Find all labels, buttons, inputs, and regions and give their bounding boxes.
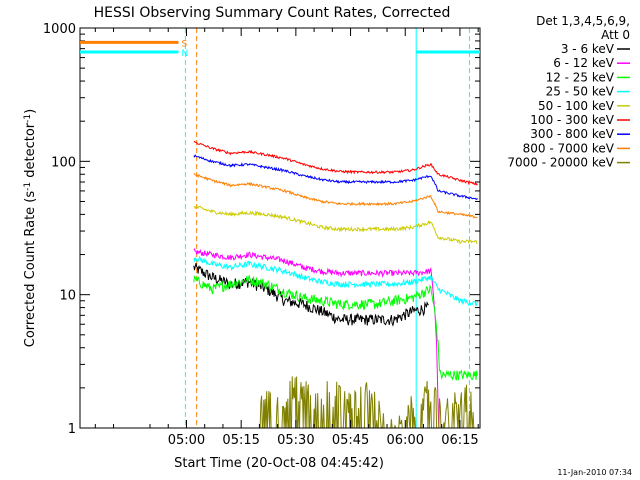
series-line-6: [193, 154, 478, 200]
legend-label-5: 100 - 300 keV: [530, 113, 614, 127]
series-line-2: [193, 275, 478, 381]
series-line-3: [193, 255, 478, 307]
x-tick-label-2: 05:30: [277, 433, 314, 448]
attenuator-label-1: N: [181, 49, 188, 59]
legend-header-line2: Att 0: [601, 28, 630, 42]
x-tick-label-5: 06:15: [441, 433, 478, 448]
chart-title: HESSI Observing Summary Count Rates, Cor…: [94, 5, 451, 21]
legend-label-1: 6 - 12 keV: [553, 56, 615, 70]
axis-ticks: 05:00 05:15 05:30 05:45 06:00 06:15 1 10 100 1000: [43, 22, 480, 448]
y-tick-label-3: 1000: [43, 22, 76, 37]
legend-label-6: 300 - 800 keV: [530, 127, 614, 141]
x-tick-label-4: 06:00: [387, 433, 424, 448]
series-line-4: [193, 205, 478, 244]
legend-label-4: 50 - 100 keV: [538, 99, 615, 113]
series-line-7: [193, 172, 478, 219]
x-tick-label-0: 05:00: [168, 433, 205, 448]
y-tick-label-1: 10: [59, 289, 76, 304]
attenuator-state-bars: SN: [80, 39, 480, 59]
legend-label-2: 12 - 25 keV: [546, 70, 615, 84]
legend-header-line1: Det 1,3,4,5,6,9,: [536, 14, 630, 28]
y-tick-label-0: 1: [68, 422, 76, 437]
series-line-1: [193, 248, 478, 429]
x-tick-label-3: 05:45: [332, 433, 369, 448]
x-axis-label: Start Time (20-Oct-08 04:45:42): [174, 456, 384, 471]
legend-label-3: 25 - 50 keV: [546, 85, 615, 99]
attenuator-label-0: S: [181, 39, 187, 49]
y-tick-label-2: 100: [51, 155, 76, 170]
legend-label-0: 3 - 6 keV: [561, 42, 615, 56]
x-tick-label-1: 05:15: [222, 433, 259, 448]
plot-frame: [79, 27, 481, 429]
generation-date: 11-Jan-2010 07:34: [557, 468, 632, 477]
legend-label-7: 800 - 7000 keV: [523, 141, 615, 155]
series-line-5: [193, 140, 478, 186]
y-axis-label: Corrected Count Rate (s-1 detector-1): [23, 109, 38, 347]
legend-label-8: 7000 - 20000 keV: [507, 156, 614, 170]
